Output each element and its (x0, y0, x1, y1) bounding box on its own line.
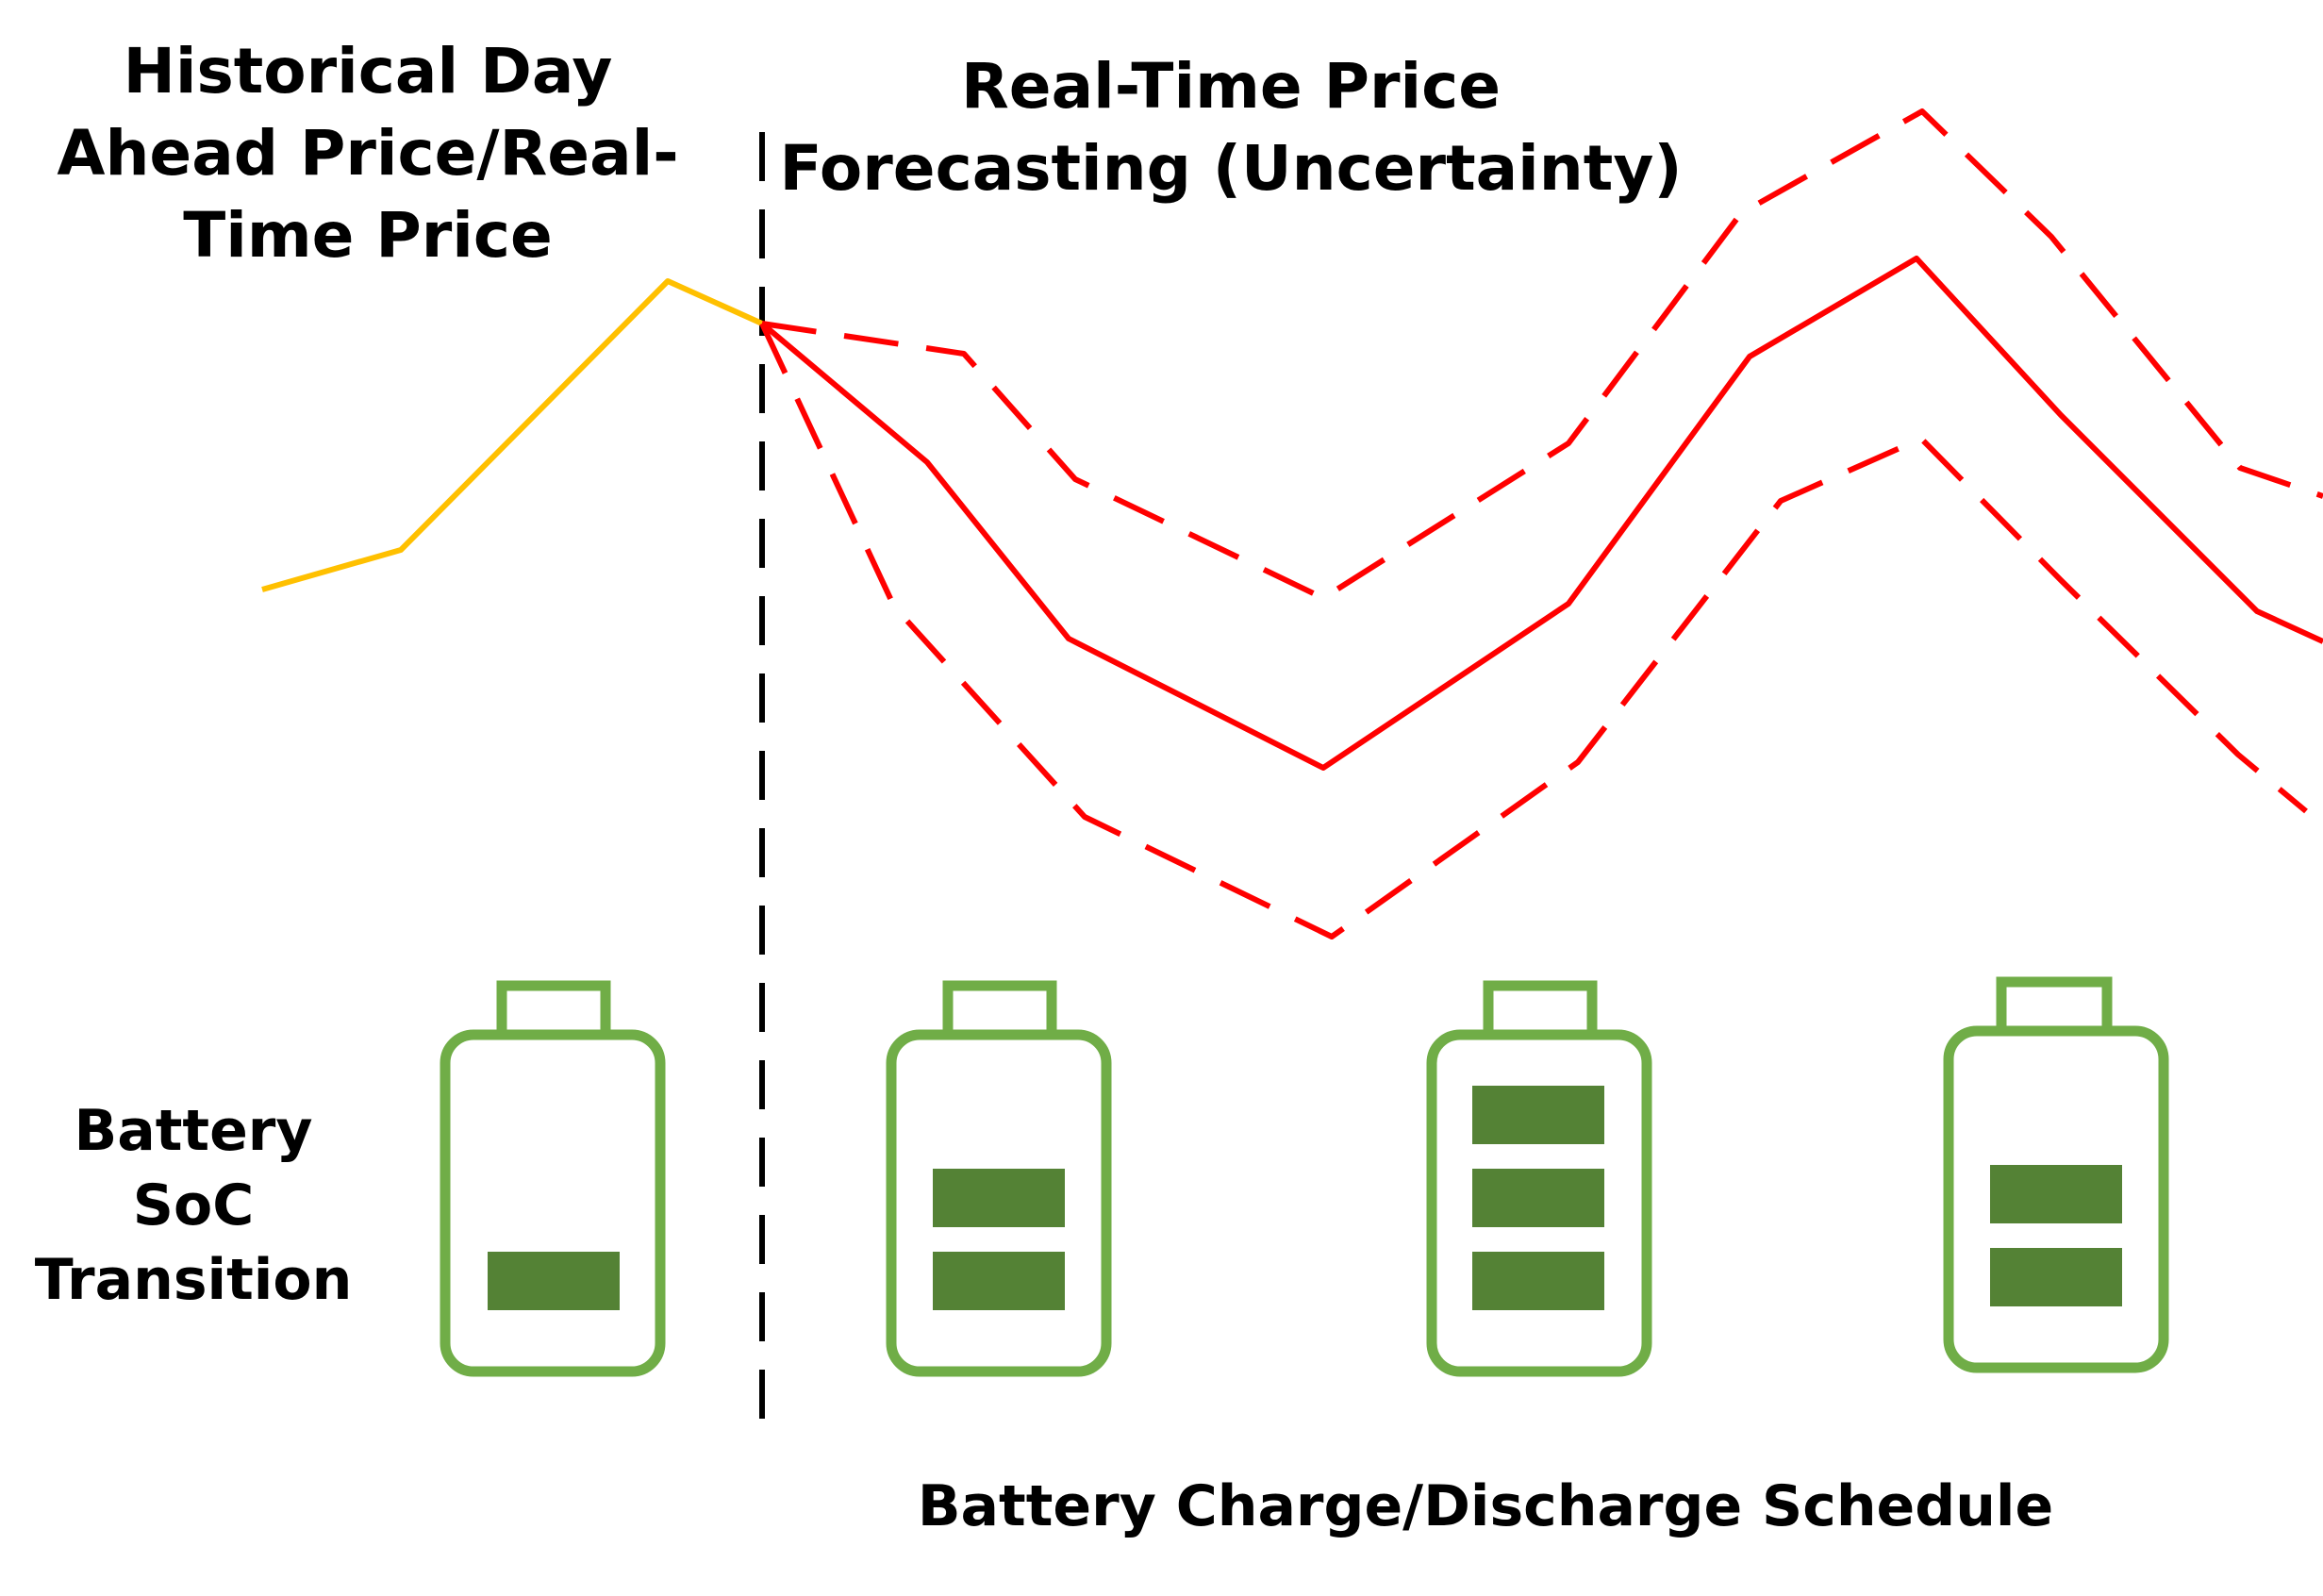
soc-label-line: SoC (132, 1172, 255, 1239)
battery-icon-2 (886, 980, 1112, 1377)
battery-charge-bar (933, 1252, 1065, 1310)
forecast-label: Real-Time Price Forecasting (Uncertainty… (755, 45, 1707, 209)
battery-icon-1 (440, 980, 666, 1377)
forecast-lower-bound-line (759, 322, 2308, 939)
battery-icon-4 (1943, 976, 2169, 1373)
forecast-upper-bound-line (761, 108, 2323, 601)
battery-terminal (942, 980, 1057, 1040)
battery-icon-3 (1426, 980, 1652, 1377)
battery-charge-bar (1472, 1252, 1604, 1310)
historical-label-line: Ahead Price/Real- (57, 117, 679, 191)
battery-charge-bar (1990, 1248, 2122, 1306)
schedule-label-text: Battery Charge/Discharge Schedule (917, 1473, 2054, 1539)
battery-body (1943, 1025, 2169, 1373)
forecast-label-line: Forecasting (Uncertainty) (779, 132, 1683, 206)
historical-label-line: Time Price (183, 199, 553, 273)
battery-charge-bar (1472, 1169, 1604, 1227)
historical-label-line: Historical Day (123, 35, 613, 108)
battery-body (886, 1029, 1112, 1377)
battery-soc-label: Battery SoC Transition (19, 1094, 368, 1319)
battery-charge-bar (1990, 1165, 2122, 1223)
soc-label-line: Battery (74, 1098, 313, 1164)
forecast-label-line: Real-Time Price (960, 50, 1502, 123)
battery-terminal (1996, 976, 2113, 1037)
battery-terminal (1483, 980, 1598, 1040)
forecast-expected-price-line (760, 256, 2323, 771)
schedule-label: Battery Charge/Discharge Schedule (905, 1470, 2066, 1544)
battery-charge-bar (1472, 1086, 1604, 1144)
battery-terminal (496, 980, 611, 1040)
soc-label-line: Transition (34, 1247, 353, 1314)
historical-price-label: Historical Day Ahead Price/Real- Time Pr… (38, 30, 698, 276)
historical-price-line (261, 278, 764, 592)
battery-charge-bar (488, 1252, 620, 1310)
battery-charge-bar (933, 1169, 1065, 1227)
battery-body (440, 1029, 666, 1377)
battery-body (1426, 1029, 1652, 1377)
